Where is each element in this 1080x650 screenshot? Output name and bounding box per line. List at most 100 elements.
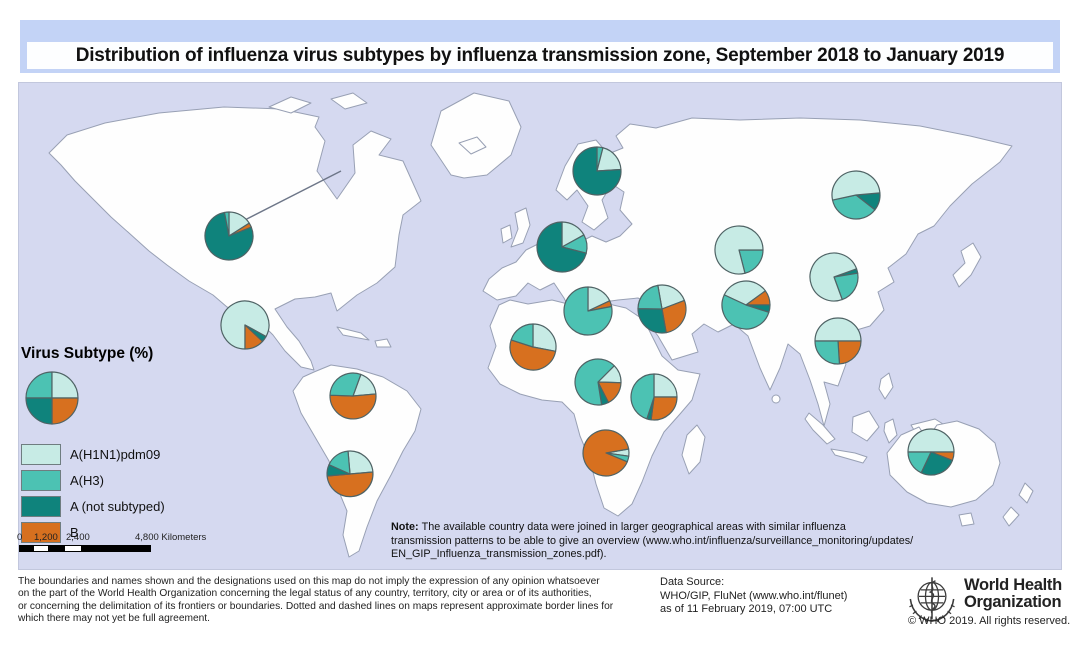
landmass-madagascar — [681, 424, 706, 475]
who-wordmark-line: Organization — [964, 592, 1062, 611]
legend-item-h3: A(H3) — [21, 467, 251, 493]
legend-item-b: B — [21, 519, 251, 545]
pie-slice-h1n1 — [532, 323, 557, 352]
who-branding: World Health Organization © WHO 2019. Al… — [906, 571, 1076, 647]
pie-slice-h3 — [25, 371, 53, 399]
legend-label-h1n1: A(H1N1)pdm09 — [70, 446, 161, 462]
legend-sample-pie — [25, 371, 79, 425]
pie-slice-h3 — [510, 323, 534, 348]
pie-western-africa — [509, 323, 557, 371]
pie-oceania — [907, 428, 955, 476]
legend-sample-pie-slices — [25, 371, 79, 425]
pie-slice-b — [51, 397, 79, 425]
map-disclaimer: The boundaries and names shown and the d… — [18, 576, 613, 626]
legend-item-h1n1: A(H1N1)pdm09 — [21, 441, 251, 467]
pie-slice-h3 — [831, 194, 876, 220]
map-area: Virus Subtype (%) A(H1N1)pdm09 A(H3) A (no… — [17, 82, 1062, 570]
pie-north-america — [204, 211, 254, 261]
pie-slice-h3 — [814, 340, 841, 365]
pie-slice-h3 — [907, 451, 932, 474]
pie-slice-h1n1 — [220, 300, 270, 350]
landmass-british-isles — [500, 207, 531, 248]
pie-south-east-asia — [814, 317, 862, 365]
landmass-southeast-asian-islands — [804, 372, 952, 464]
legend-label-h3: A(H3) — [70, 472, 104, 488]
pie-eastern-asia — [809, 252, 859, 302]
disclaimer-line: The boundaries and names shown and the d… — [18, 576, 600, 587]
pie-slice-h1n1 — [814, 317, 862, 342]
world-map-svg — [48, 92, 1034, 558]
pie-slice-h1n1 — [714, 225, 764, 275]
who-wordmark-line: World Health — [964, 576, 1062, 594]
scale-tick-label: 1,200 — [34, 532, 58, 543]
pie-slice-b — [837, 340, 862, 365]
note-label: Note: — [391, 521, 419, 533]
landmass-caribbean-islands — [336, 326, 392, 348]
map-note: Note: The available country data were joi… — [391, 521, 991, 562]
pie-slice-h1n1 — [831, 170, 881, 201]
pie-temperate-south-america — [326, 450, 374, 498]
title-strip: Distribution of influenza virus subtypes… — [27, 42, 1053, 69]
pie-central-america-caribbean — [220, 300, 270, 350]
pie-slice-h3 — [563, 286, 613, 336]
pie-slice-h1n1 — [907, 428, 955, 453]
pie-slice-b — [326, 471, 374, 498]
copyright-text: © WHO 2019. All rights reserved. — [908, 615, 1071, 627]
pie-northern-europe — [572, 146, 622, 196]
title-banner: Distribution of influenza virus subtypes… — [20, 20, 1060, 73]
pie-slice-h3 — [721, 294, 770, 330]
legend-swatch-h3 — [21, 469, 61, 491]
pie-slice-h3 — [328, 450, 351, 475]
pie-slice-h1n1 — [51, 371, 79, 399]
pie-western-asia — [637, 284, 687, 334]
legend-items: A(H1N1)pdm09 A(H3) A (not subtyped) B — [21, 441, 251, 545]
pie-slice-b — [582, 429, 630, 477]
pie-slice-h3 — [329, 372, 362, 397]
landmass-greenland — [430, 92, 522, 179]
pie-slice-h3 — [223, 211, 230, 237]
pie-western-europe — [536, 221, 588, 273]
pie-slice-ans — [536, 221, 587, 273]
pie-middle-africa — [574, 358, 622, 406]
pie-slice-b — [650, 396, 678, 421]
scale-tick-label: 2,400 — [66, 532, 90, 543]
disclaimer-line: which there may not yet be full agreemen… — [18, 613, 210, 625]
scale-tick-label: 4,800 Kilometers — [135, 532, 207, 543]
landmass-new-zealand — [1002, 482, 1034, 527]
pie-slice-ans — [25, 397, 53, 425]
zone-pie-charts — [204, 146, 955, 498]
landmass-japan — [952, 242, 982, 288]
landmass-tasmania — [958, 512, 975, 527]
pie-slice-b — [329, 393, 377, 420]
legend: Virus Subtype (%) A(H1N1)pdm09 A(H3) A (no… — [21, 345, 251, 545]
pie-eastern-africa — [630, 373, 678, 421]
pie-slice-h1n1 — [347, 450, 374, 475]
pie-central-asia — [714, 225, 764, 275]
footer: The boundaries and names shown and the d… — [0, 570, 1080, 650]
note-text-line: The available country data were joined i… — [421, 521, 846, 533]
landmass-iceland — [458, 136, 487, 155]
disclaimer-line: on the part of the World Health Organiza… — [18, 588, 592, 600]
pie-slice-h3 — [637, 284, 663, 310]
data-source-line: WHO/GIP, FluNet (www.who.int/flunet) — [660, 589, 848, 602]
who-wordmark: World Health Organization — [964, 577, 1062, 610]
pie-slice-h3 — [630, 373, 655, 420]
pie-slice-ans — [572, 146, 622, 196]
page-title: Distribution of influenza virus subtypes… — [75, 44, 1005, 66]
legend-label-b: B — [70, 524, 79, 540]
pie-slice-h3 — [574, 358, 615, 406]
pie-tropical-south-america — [329, 372, 377, 420]
legend-swatch-b — [21, 521, 61, 543]
legend-item-ans: A (not subtyped) — [21, 493, 251, 519]
pie-slice-h1n1 — [809, 252, 858, 302]
legend-swatch-h1n1 — [21, 443, 61, 465]
data-source-line: as of 11 February 2019, 07:00 UTC — [660, 603, 833, 615]
pie-northern-africa — [563, 286, 613, 336]
pie-slice-ans — [920, 451, 953, 476]
legend-title: Virus Subtype (%) — [21, 345, 154, 362]
scale-bar-ruler — [19, 545, 151, 552]
landmass-sri-lanka — [771, 394, 781, 404]
pie-slice-b — [661, 299, 687, 334]
disclaimer-line: or concerning the delimitation of its fr… — [18, 600, 614, 612]
